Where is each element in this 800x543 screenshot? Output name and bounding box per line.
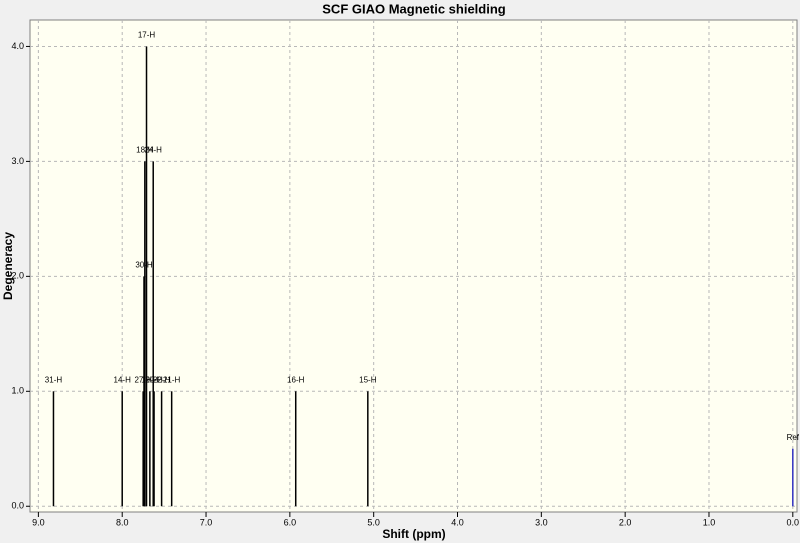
y-tick-label: 3.0: [11, 156, 24, 166]
y-axis-label: Degeneracy: [1, 232, 15, 300]
x-tick-label: 1.0: [703, 517, 716, 527]
chart-title: SCF GIAO Magnetic shielding: [322, 1, 506, 16]
y-tick-label: 4.0: [11, 41, 24, 51]
peak-label: 14-H: [114, 375, 132, 384]
x-tick-label: 8.0: [116, 517, 129, 527]
x-tick-label: 3.0: [535, 517, 548, 527]
x-tick-label: 9.0: [32, 517, 45, 527]
peak-label: 22-H: [153, 375, 171, 384]
peak-label: 19-H: [141, 375, 159, 384]
y-tick-label: 2.0: [11, 271, 24, 281]
peak-label: Ref: [787, 433, 800, 442]
peak-label: 31-H: [45, 375, 63, 384]
x-axis-label: Shift (ppm): [382, 527, 445, 541]
x-tick-label: 5.0: [367, 517, 380, 527]
x-tick-label: 4.0: [451, 517, 464, 527]
x-tick-label: 7.0: [200, 517, 213, 527]
x-tick-label: 6.0: [284, 517, 297, 527]
peak-label: 18-H: [136, 146, 154, 155]
y-tick-label: 0.0: [11, 501, 24, 511]
x-tick-label: 0.0: [787, 517, 800, 527]
plot-area: [29, 19, 798, 513]
peak-label: 20-H: [145, 375, 163, 384]
x-tick-label: 2.0: [619, 517, 632, 527]
peak-label: 24-H: [145, 146, 163, 155]
peak-label: 16-H: [287, 375, 305, 384]
peak-label: 17-H: [138, 31, 156, 40]
peak-label: 15-H: [359, 375, 377, 384]
peak-label: 21-H: [163, 375, 181, 384]
y-tick-label: 1.0: [11, 386, 24, 396]
